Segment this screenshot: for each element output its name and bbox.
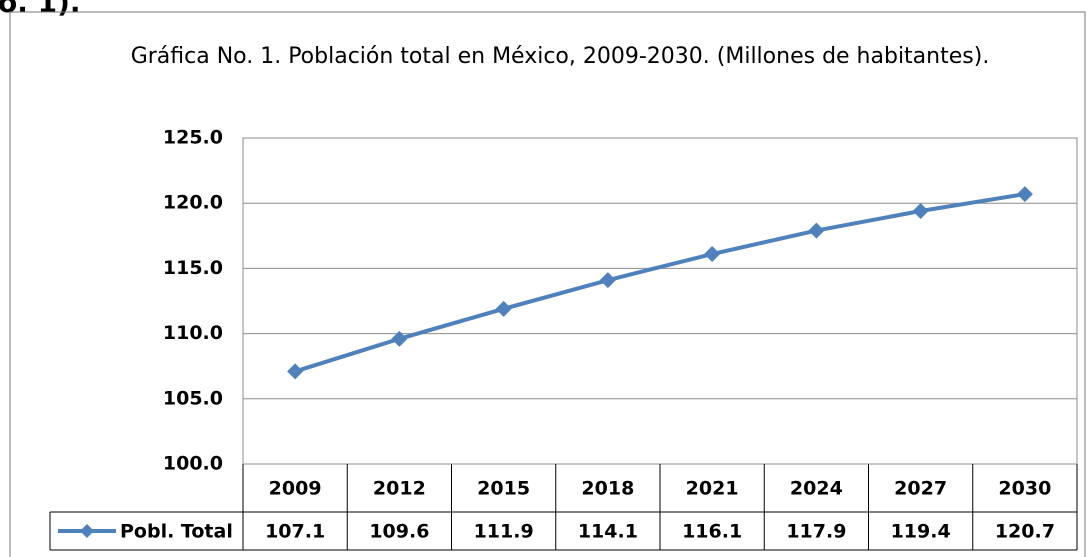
table-value: 107.1 [265, 521, 325, 543]
x-tick-label: 2024 [790, 478, 843, 500]
legend-label: Pobl. Total [120, 521, 233, 543]
marker [704, 246, 721, 263]
marker [599, 272, 616, 289]
x-tick-label: 2030 [998, 478, 1051, 500]
chart-title: Gráfica No. 1. Población total en México… [130, 44, 990, 69]
x-tick-label: 2021 [686, 478, 739, 500]
chart-frame [9, 11, 1086, 557]
y-tick-label: 125.0 [163, 127, 223, 149]
marker [808, 222, 825, 239]
marker [1016, 186, 1033, 203]
series-line [294, 192, 1026, 374]
table-value: 111.9 [474, 521, 534, 543]
plot-area [242, 137, 1078, 465]
table-value: 117.9 [786, 521, 846, 543]
table-value: 119.4 [891, 521, 951, 543]
table-value: 116.1 [682, 521, 742, 543]
x-tick-label: 2018 [581, 478, 634, 500]
y-tick-label: 110.0 [163, 322, 223, 344]
y-tick-label: 100.0 [163, 453, 223, 475]
marker [495, 300, 512, 317]
table-value: 120.7 [995, 521, 1055, 543]
table-value: 114.1 [578, 521, 638, 543]
marker [912, 203, 929, 220]
y-tick-label: 115.0 [163, 257, 223, 279]
y-tick-label: 120.0 [163, 192, 223, 214]
table-value: 109.6 [369, 521, 429, 543]
x-tick-label: 2027 [894, 478, 947, 500]
page-fragment: o. 1). [0, 0, 81, 19]
legend-marker [80, 524, 94, 538]
y-tick-label: 105.0 [163, 387, 223, 409]
x-tick-label: 2015 [477, 478, 530, 500]
x-tick-label: 2012 [373, 478, 426, 500]
marker [287, 363, 304, 380]
x-tick-label: 2009 [269, 478, 322, 500]
marker [391, 330, 408, 347]
